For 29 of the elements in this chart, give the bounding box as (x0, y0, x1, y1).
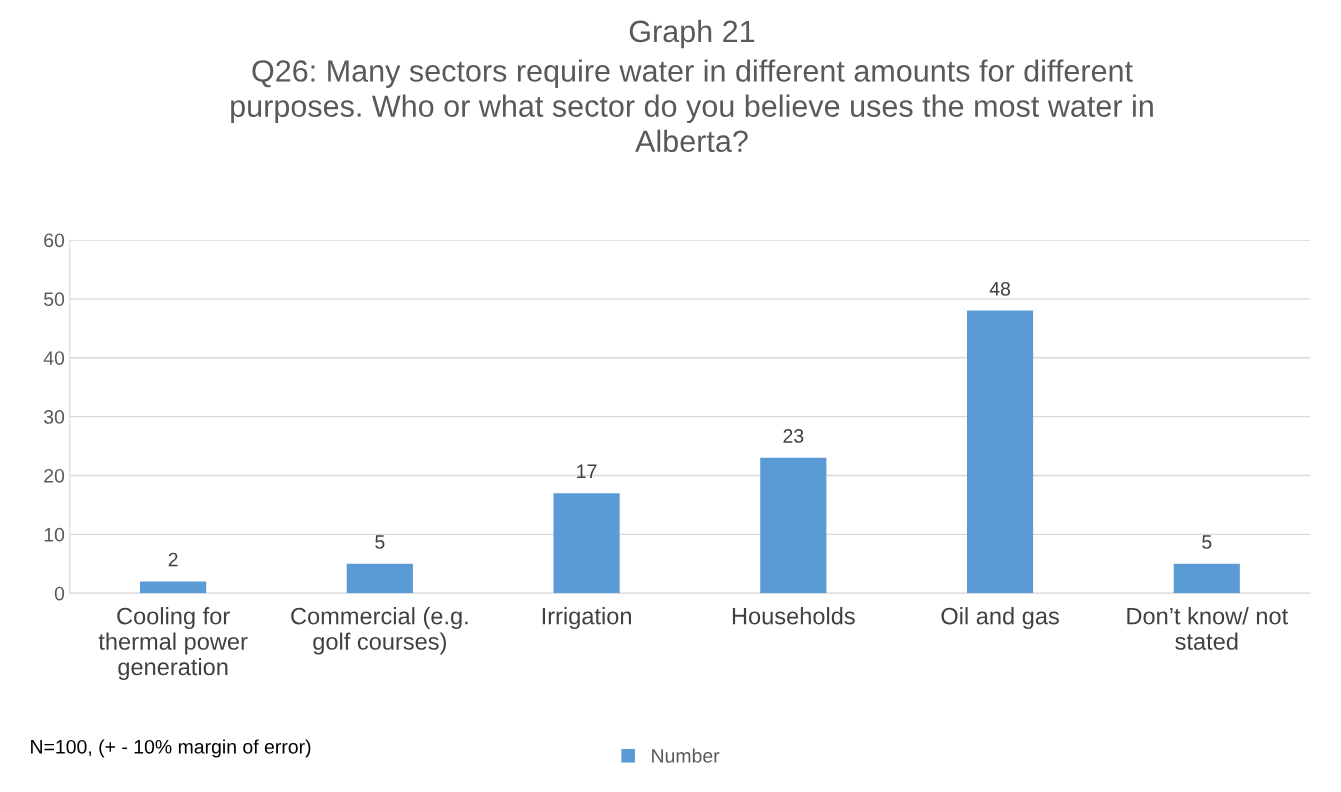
y-tick-label: 60 (44, 233, 65, 248)
data-label: 2 (168, 552, 178, 567)
data-label: 48 (989, 281, 1011, 296)
x-tick-label: Don’t know/ not stated (1127, 607, 1288, 650)
x-tick-label: Commercial (e.g. golf courses) (291, 607, 468, 655)
chart-subtitle: Q26: Many sectors require water in different amounts for different purposes. Who or what sector do you believe uses the most water in Alberta? (231, 59, 1153, 153)
y-tick-label: 0 (54, 586, 65, 601)
data-label: 5 (375, 535, 385, 549)
y-tick-label: 20 (44, 468, 65, 483)
bar (553, 493, 620, 594)
y-tick-label: 40 (43, 351, 65, 365)
bar (966, 310, 1034, 594)
x-tick-label: Irrigation (542, 607, 631, 630)
data-label: 17 (577, 464, 597, 478)
text: N=100, (+ - 10% margin of error) (31, 739, 311, 758)
x-tick-label: Households (732, 607, 855, 625)
bar (346, 563, 413, 594)
y-tick-label: 50 (44, 292, 65, 307)
data-label: 5 (1202, 535, 1212, 549)
bar (760, 457, 827, 594)
chart-title: Graph 21 (629, 19, 755, 49)
x-tick-label: Oil and gas (941, 607, 1059, 630)
y-tick-label: 10 (44, 527, 65, 542)
x-tick-label: Cooling for thermal power generation (98, 607, 248, 680)
legend-label: Number (652, 748, 720, 763)
bar (1173, 563, 1240, 594)
data-label: 23 (783, 429, 804, 443)
bar (140, 581, 207, 594)
y-tick-label: 30 (43, 410, 65, 424)
